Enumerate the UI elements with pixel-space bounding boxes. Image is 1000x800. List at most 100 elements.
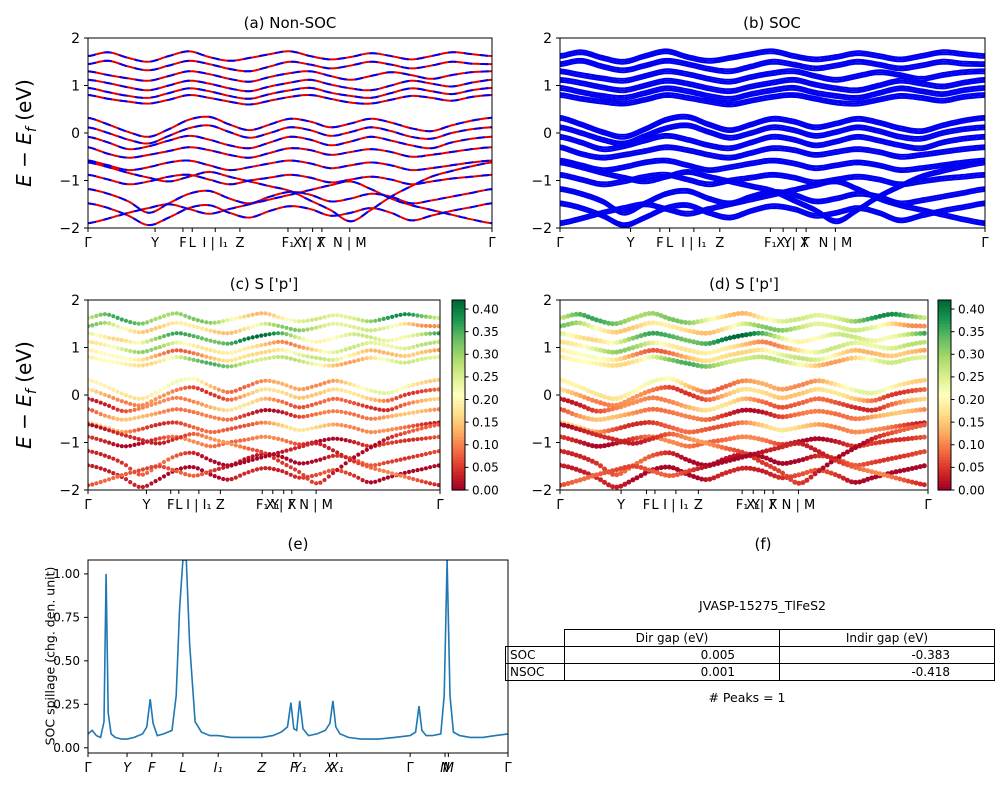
svg-text:0.35: 0.35: [472, 325, 499, 339]
energy-symbol: E − E: [12, 394, 36, 449]
soc-row-label: SOC: [505, 646, 565, 664]
svg-text:I | I₁: I | I₁: [186, 498, 212, 513]
svg-text:L: L: [666, 236, 674, 251]
svg-text:0.00: 0.00: [472, 483, 499, 497]
panel-c-title: (c) S ['p']: [229, 275, 299, 293]
projected-band-dots: [560, 310, 927, 490]
gap-table-header-row: Dir gap (eV) Indir gap (eV): [506, 629, 995, 647]
spillage-line: [88, 560, 508, 740]
indir-gap-column-header: Indir gap (eV): [779, 629, 995, 647]
svg-text:X₁: X₁: [266, 498, 280, 513]
svg-text:I | I₁: I | I₁: [202, 236, 228, 251]
svg-text:L: L: [189, 236, 197, 251]
gap-table: Dir gap (eV) Indir gap (eV) SOC 0.005 -0…: [505, 629, 995, 681]
gap-table-nsoc-row: NSOC 0.001 -0.418: [505, 663, 995, 681]
svg-text:I | I₁: I | I₁: [681, 236, 707, 251]
gap-table-soc-row: SOC 0.005 -0.383: [505, 646, 995, 664]
svg-text:Y₁: Y₁: [294, 761, 307, 776]
svg-text:0.40: 0.40: [958, 302, 985, 316]
svg-text:0: 0: [71, 126, 80, 142]
svg-text:Γ: Γ: [288, 498, 296, 513]
svg-text:1.00: 1.00: [53, 567, 80, 581]
svg-text:N | M: N | M: [333, 236, 367, 251]
svg-text:1: 1: [543, 341, 552, 357]
nsoc-row-label: NSOC: [505, 663, 565, 681]
svg-text:Γ: Γ: [556, 236, 564, 251]
svg-text:I₁: I₁: [214, 761, 223, 776]
svg-text:Γ: Γ: [318, 236, 326, 251]
svg-text:0.25: 0.25: [472, 370, 499, 384]
energy-subscript: f: [24, 389, 40, 395]
svg-text:−1: −1: [59, 174, 80, 190]
svg-text:Γ: Γ: [556, 498, 564, 513]
svg-text:Z: Z: [235, 236, 244, 251]
soc-dir-gap-value: 0.005: [564, 646, 780, 664]
svg-text:2: 2: [543, 293, 552, 309]
svg-text:N | M: N | M: [299, 498, 333, 513]
svg-text:Γ: Γ: [488, 236, 496, 251]
svg-text:Y: Y: [626, 236, 635, 251]
svg-text:Y: Y: [123, 761, 132, 776]
svg-text:Z: Z: [694, 498, 703, 513]
svg-text:−1: −1: [59, 436, 80, 452]
svg-text:0.20: 0.20: [958, 393, 985, 407]
panel-f-title: (f): [754, 535, 772, 553]
energy-subscript: f: [24, 127, 40, 133]
svg-text:Y: Y: [150, 236, 159, 251]
svg-text:0: 0: [71, 388, 80, 404]
svg-text:M: M: [443, 761, 454, 776]
svg-text:F₁: F₁: [736, 498, 749, 513]
material-id-heading: JVASP-15275_TlFeS2: [699, 598, 826, 613]
row2-ylabel: E − Ef (eV): [12, 341, 40, 449]
svg-text:0.05: 0.05: [958, 461, 985, 475]
svg-text:L: L: [651, 498, 659, 513]
svg-text:Γ: Γ: [84, 498, 92, 513]
svg-text:Y| X: Y| X: [751, 498, 777, 513]
svg-text:F: F: [179, 236, 186, 251]
svg-text:−1: −1: [531, 436, 552, 452]
svg-text:Γ: Γ: [802, 236, 810, 251]
svg-text:F: F: [643, 498, 650, 513]
svg-text:−2: −2: [531, 221, 552, 237]
svg-text:Γ: Γ: [924, 498, 932, 513]
svg-text:Y| X: Y| X: [783, 236, 809, 251]
row1-ylabel: E − Ef (eV): [12, 79, 40, 187]
svg-text:Z: Z: [715, 236, 724, 251]
svg-text:1: 1: [71, 341, 80, 357]
svg-text:X₁: X₁: [293, 236, 307, 251]
svg-text:L: L: [179, 761, 186, 776]
table-corner-cell: [506, 630, 565, 647]
svg-text:0.15: 0.15: [472, 415, 499, 429]
panel-e-title: (e): [287, 535, 309, 553]
svg-text:0.40: 0.40: [472, 302, 499, 316]
svg-text:−1: −1: [531, 174, 552, 190]
svg-text:−2: −2: [531, 483, 552, 499]
energy-symbol: E − E: [12, 132, 36, 187]
soc-bands: [560, 48, 985, 228]
svg-text:0: 0: [543, 388, 552, 404]
svg-text:0.10: 0.10: [472, 438, 499, 452]
svg-text:Γ: Γ: [84, 236, 92, 251]
svg-text:0.20: 0.20: [472, 393, 499, 407]
svg-text:−2: −2: [59, 221, 80, 237]
svg-text:0.30: 0.30: [472, 348, 499, 362]
nonsoc-bands: [88, 50, 492, 227]
colorbar-c: 0.40 0.35 0.30 0.25 0.20 0.15 0.10 0.05 0.00: [451, 299, 499, 497]
svg-text:Z: Z: [256, 761, 267, 776]
svg-text:0.00: 0.00: [958, 483, 985, 497]
svg-text:0.10: 0.10: [958, 438, 985, 452]
svg-text:X: X: [324, 761, 335, 776]
svg-text:F: F: [656, 236, 663, 251]
svg-text:X₁: X₁: [746, 498, 760, 513]
dir-gap-column-header: Dir gap (eV): [564, 629, 780, 647]
svg-text:Y: Y: [616, 498, 625, 513]
svg-text:0.00: 0.00: [53, 741, 80, 755]
svg-text:Γ: Γ: [769, 498, 777, 513]
svg-text:Γ: Γ: [436, 498, 444, 513]
svg-text:0.30: 0.30: [958, 348, 985, 362]
svg-text:N | M: N | M: [819, 236, 853, 251]
